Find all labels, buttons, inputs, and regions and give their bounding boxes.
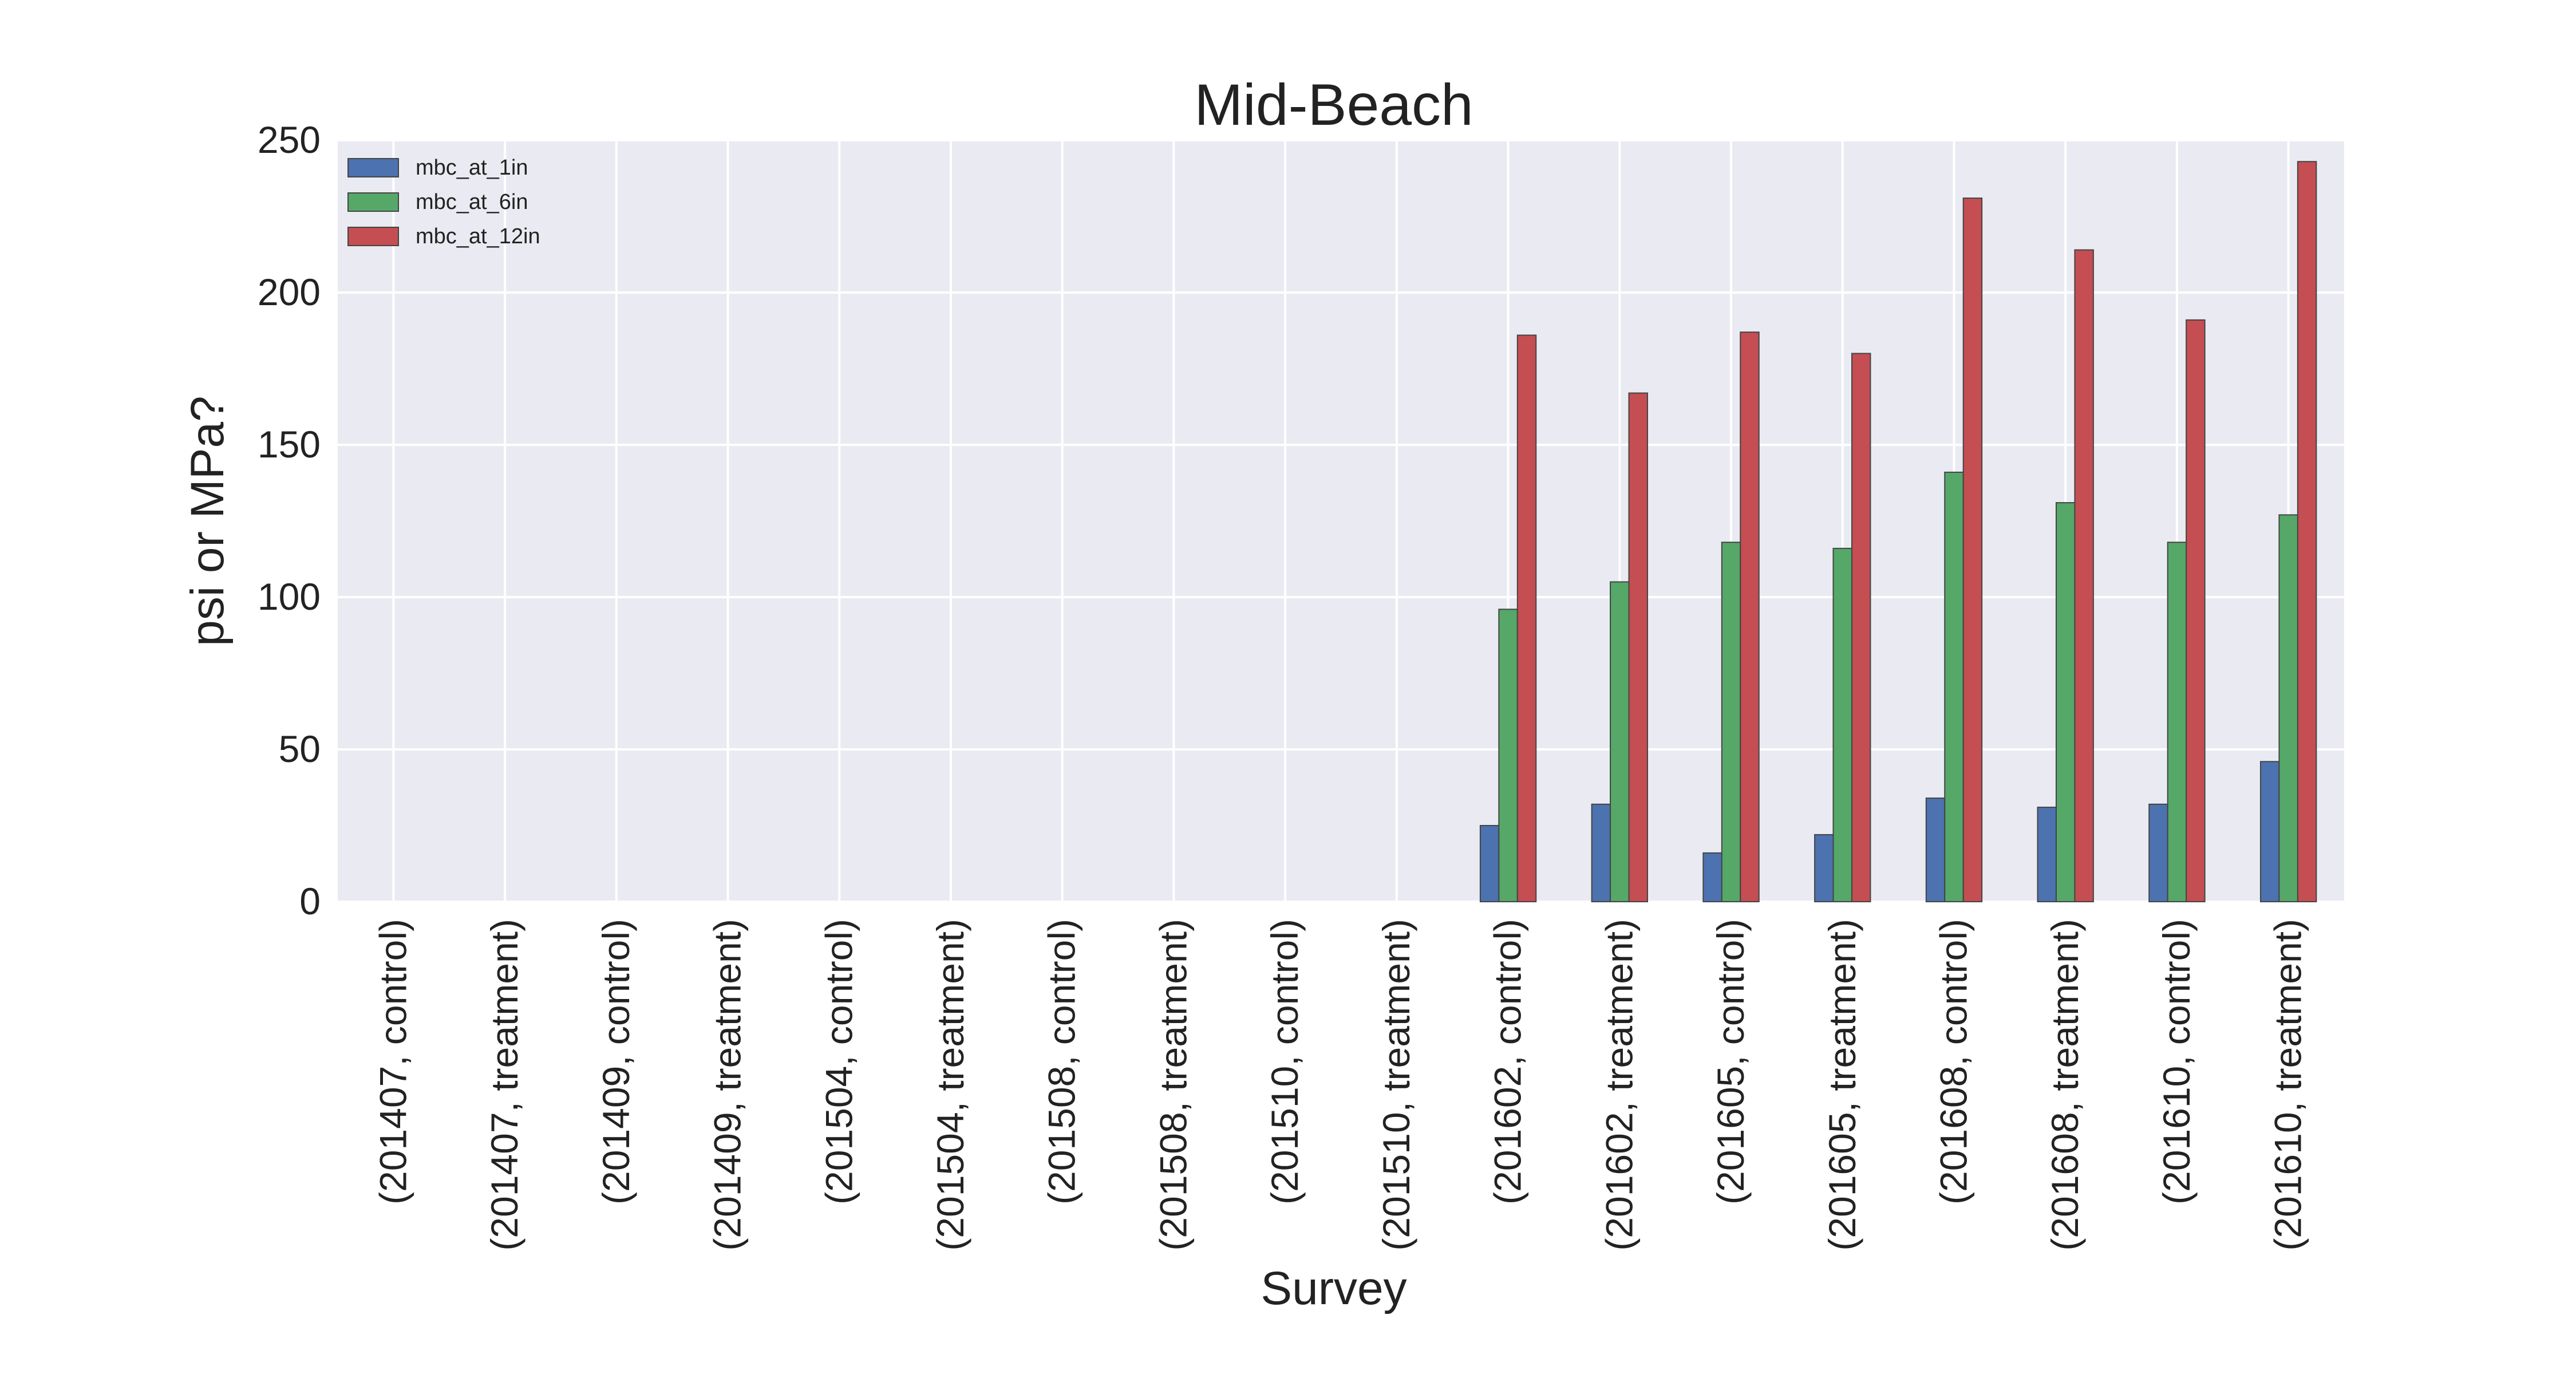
y-axis-ticks: 0 50 100 150 200 250 — [258, 119, 321, 922]
x-tick-label: (201508, treatment) — [1152, 919, 1194, 1251]
bar-mbc_at_12in — [1516, 334, 1537, 902]
bar-mbc_at_1in — [1702, 852, 1722, 903]
bar-mbc_at_1in — [1479, 825, 1500, 902]
bar-mbc_at_6in — [2278, 514, 2298, 902]
legend-label: mbc_at_1in — [416, 156, 528, 180]
bar-mbc_at_12in — [1851, 353, 1871, 902]
x-tick-label: (201608, treatment) — [2044, 919, 2086, 1251]
legend: mbc_at_1in mbc_at_6in mbc_at_12in — [347, 156, 540, 248]
x-tick-label: (201407, control) — [372, 919, 414, 1205]
bar-mbc_at_6in — [1944, 471, 1964, 902]
x-tick-label: (201602, treatment) — [1598, 919, 1640, 1251]
bar-mbc_at_1in — [2259, 761, 2280, 903]
bar-mbc_at_12in — [2074, 249, 2094, 902]
bar-mbc_at_1in — [1591, 803, 1611, 903]
x-tick-label: (201504, treatment) — [929, 919, 971, 1251]
x-tick-label: (201602, control) — [1487, 919, 1529, 1205]
plot-area — [338, 140, 2344, 902]
legend-label: mbc_at_6in — [416, 190, 528, 214]
legend-label: mbc_at_12in — [416, 224, 540, 248]
x-tick-label: (201610, control) — [2155, 919, 2198, 1205]
bar-mbc_at_6in — [1498, 609, 1518, 903]
y-tick-label: 150 — [258, 423, 321, 465]
x-tick-label: (201407, treatment) — [483, 919, 526, 1251]
x-tick-label: (201508, control) — [1041, 919, 1083, 1205]
x-tick-label: (201605, treatment) — [1821, 919, 1863, 1251]
bar-mbc_at_6in — [2055, 502, 2076, 902]
bars — [1479, 161, 2317, 903]
bar-mbc_at_12in — [2186, 319, 2206, 902]
bar-mbc_at_6in — [1832, 547, 1852, 902]
y-tick-label: 100 — [258, 575, 321, 618]
bar-mbc_at_1in — [1925, 797, 1946, 902]
x-tick-label: (201605, control) — [1709, 919, 1752, 1205]
bar-mbc_at_1in — [2148, 803, 2168, 903]
y-tick-label: 250 — [258, 119, 321, 161]
bar-mbc_at_6in — [2167, 542, 2187, 902]
y-tick-label: 0 — [299, 880, 321, 922]
x-axis-ticks: (201407, control) (201407, treatment) (201… — [372, 919, 2309, 1251]
bar-mbc_at_12in — [2297, 161, 2317, 902]
bar-mbc_at_12in — [1962, 198, 1983, 903]
x-tick-label: (201610, treatment) — [2267, 919, 2309, 1251]
legend-swatch — [347, 158, 399, 177]
x-tick-label: (201510, treatment) — [1375, 919, 1417, 1251]
bar-mbc_at_12in — [1628, 392, 1648, 902]
legend-swatch — [347, 227, 399, 246]
chart-title: Mid-Beach — [1194, 72, 1473, 137]
bar-mbc_at_12in — [1740, 331, 1760, 902]
y-tick-label: 200 — [258, 271, 321, 313]
x-tick-label: (201409, control) — [595, 919, 637, 1205]
bar-mbc_at_6in — [1610, 581, 1630, 902]
x-tick-label: (201409, treatment) — [706, 919, 749, 1251]
legend-swatch — [347, 192, 399, 212]
bar-mbc_at_1in — [2037, 807, 2057, 902]
x-tick-label: (201510, control) — [1263, 919, 1306, 1205]
x-tick-label: (201608, control) — [1932, 919, 1974, 1205]
bar-mbc_at_1in — [1814, 834, 1834, 902]
x-axis-label: Survey — [1261, 1262, 1406, 1314]
x-tick-label: (201504, control) — [817, 919, 860, 1205]
bar-mbc_at_6in — [1721, 542, 1741, 902]
y-tick-label: 50 — [279, 728, 321, 770]
y-axis-label: psi or MPa? — [181, 396, 234, 646]
